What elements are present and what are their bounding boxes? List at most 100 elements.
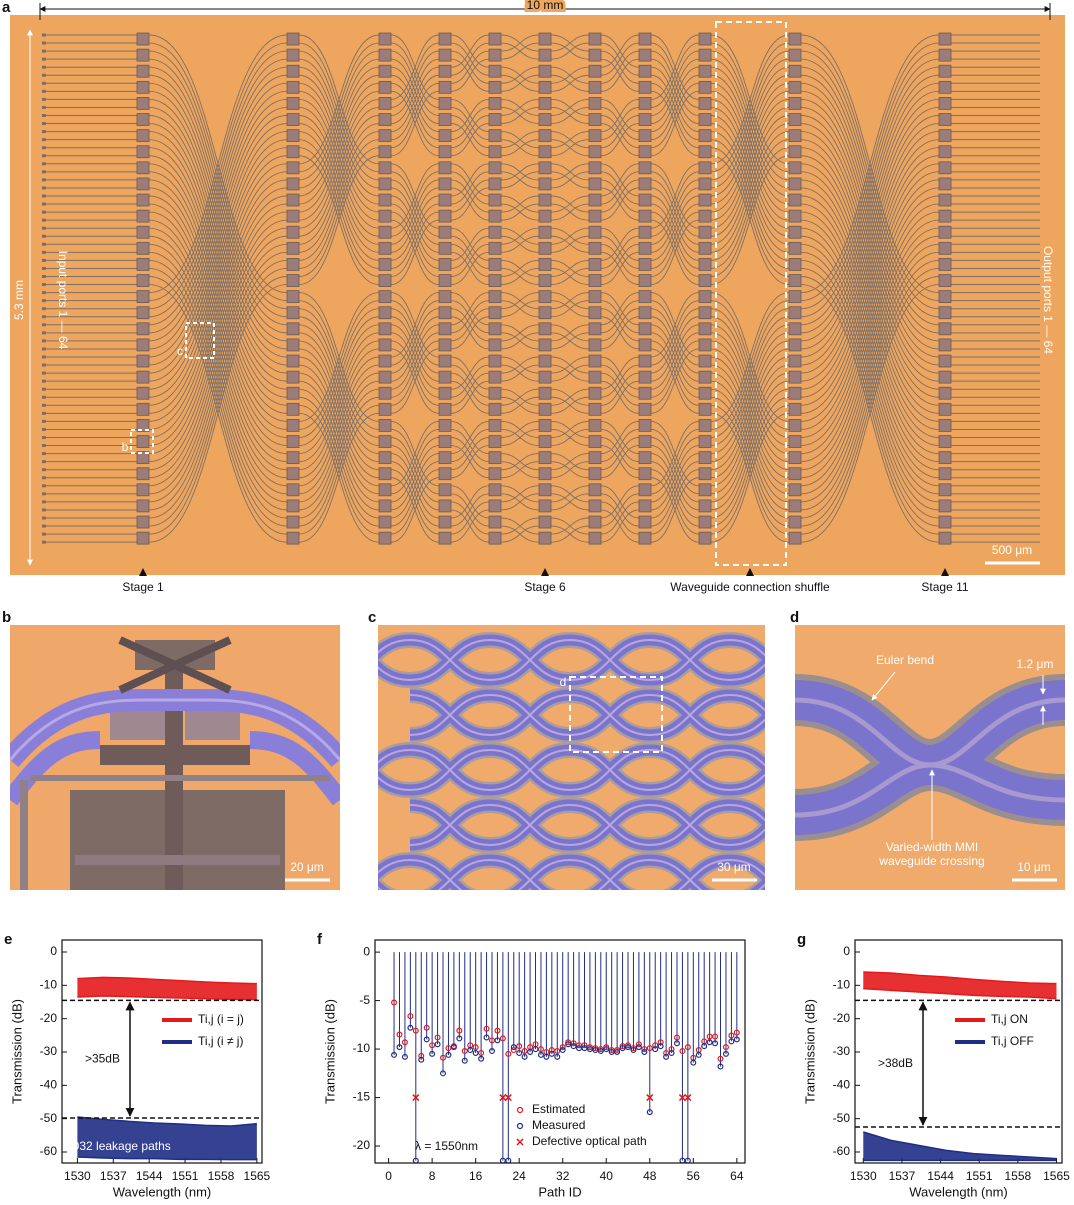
point: [657, 1039, 664, 1046]
mzi-unit: [538, 467, 552, 481]
mesh-waveguides: [550, 34, 590, 543]
port-pad: [42, 331, 46, 335]
point: [488, 1048, 495, 1055]
scalebar-label: 30 μm: [717, 860, 751, 874]
point: [434, 1034, 441, 1041]
port-pad: [42, 500, 46, 504]
mzi-unit: [378, 258, 392, 271]
port-pad: [42, 291, 46, 295]
mzi-unit: [698, 225, 712, 239]
point: [652, 1042, 659, 1049]
x-tick-label: 1551: [172, 1169, 199, 1183]
port-pad: [42, 89, 46, 93]
inset-label-b: b: [122, 440, 129, 454]
x-tick-label: 0: [385, 1169, 392, 1183]
point: [717, 1063, 724, 1070]
x-tick-label: 48: [643, 1169, 657, 1183]
mzi-unit: [538, 322, 552, 336]
mzi-unit: [698, 64, 712, 78]
panel-label: a: [2, 0, 11, 16]
mzi-unit: [588, 499, 602, 513]
mzi-unit: [438, 80, 452, 94]
port-pad: [42, 114, 46, 117]
mzi-unit: [136, 499, 150, 513]
mzi-unit: [286, 290, 300, 304]
mzi-unit: [938, 338, 952, 352]
point: [668, 1049, 675, 1056]
point: [445, 1045, 452, 1052]
mzi-unit: [538, 64, 552, 78]
mzi-unit: [588, 435, 602, 448]
panel-label: c: [368, 609, 376, 626]
point: [603, 1044, 610, 1051]
port-pad: [42, 226, 46, 230]
mzi-unit: [438, 161, 452, 175]
y-tick-label: -50: [833, 1111, 851, 1125]
x-axis-title: Wavelength (nm): [113, 1184, 212, 1199]
x-tick-label: 1537: [889, 1169, 916, 1183]
port-pad: [42, 65, 46, 69]
point: [652, 1046, 659, 1053]
mzi-unit: [938, 451, 952, 465]
mzi-unit: [286, 80, 300, 94]
mzi-unit: [698, 467, 712, 481]
point: [521, 1053, 528, 1060]
waveguide: [10, 731, 101, 806]
mzi-unit: [788, 129, 802, 143]
port-pad: [42, 468, 46, 472]
mesh-waveguides: [500, 34, 540, 543]
mzi-unit: [638, 225, 652, 239]
point: [510, 1044, 517, 1051]
point: [450, 1044, 457, 1051]
point: [396, 1044, 403, 1051]
mzi-unit: [378, 499, 392, 513]
mzi-unit: [938, 274, 952, 287]
mzi-unit: [438, 209, 452, 223]
x-axis-title: Path ID: [538, 1184, 581, 1199]
mzi-unit: [788, 258, 802, 271]
mzi-unit: [938, 435, 952, 448]
band-upper: [863, 971, 1057, 985]
plot-frame: [374, 939, 746, 1164]
point: [586, 1046, 593, 1053]
frame: [30, 775, 330, 781]
mzi-unit: [588, 531, 602, 545]
mzi-unit: [378, 48, 392, 62]
port-pad: [42, 275, 46, 278]
mzi-unit: [638, 354, 652, 368]
port-pad: [42, 307, 46, 311]
mzi-unit: [788, 338, 802, 352]
mzi-unit: [378, 209, 392, 223]
point: [401, 1039, 408, 1046]
port-pad: [42, 403, 46, 407]
panel-label: b: [2, 609, 11, 626]
mzi-unit: [438, 483, 452, 497]
point: [608, 1048, 615, 1055]
point: [418, 1056, 425, 1063]
mzi-unit: [538, 258, 552, 271]
mzi-unit: [938, 370, 952, 384]
mzi-unit: [488, 177, 502, 191]
y-tick-label: -5: [359, 993, 370, 1007]
point: [478, 1049, 485, 1056]
mzi-unit: [538, 145, 552, 159]
chart: g 0 -10 -20 -30 -40 -50 -60 1530 1537 1544 1551 1558…: [797, 931, 1070, 1199]
point: [516, 1043, 523, 1050]
mzi-unit: [588, 467, 602, 481]
port-pad: [42, 105, 46, 109]
point: [630, 1047, 637, 1054]
port-pad: [42, 194, 46, 198]
port-pad: [42, 234, 46, 238]
mzi-unit: [588, 386, 602, 400]
mzi-unit: [136, 306, 150, 320]
point: [532, 1046, 539, 1053]
mzi-unit: [378, 354, 392, 368]
mzi-unit: [588, 354, 602, 368]
band-lower: [77, 1156, 257, 1161]
mzi-unit: [698, 419, 712, 432]
mzi-unit: [638, 193, 652, 207]
mzi-unit: [588, 290, 602, 304]
port-pad: [42, 218, 46, 222]
legend-label: Defective optical path: [532, 1134, 647, 1148]
